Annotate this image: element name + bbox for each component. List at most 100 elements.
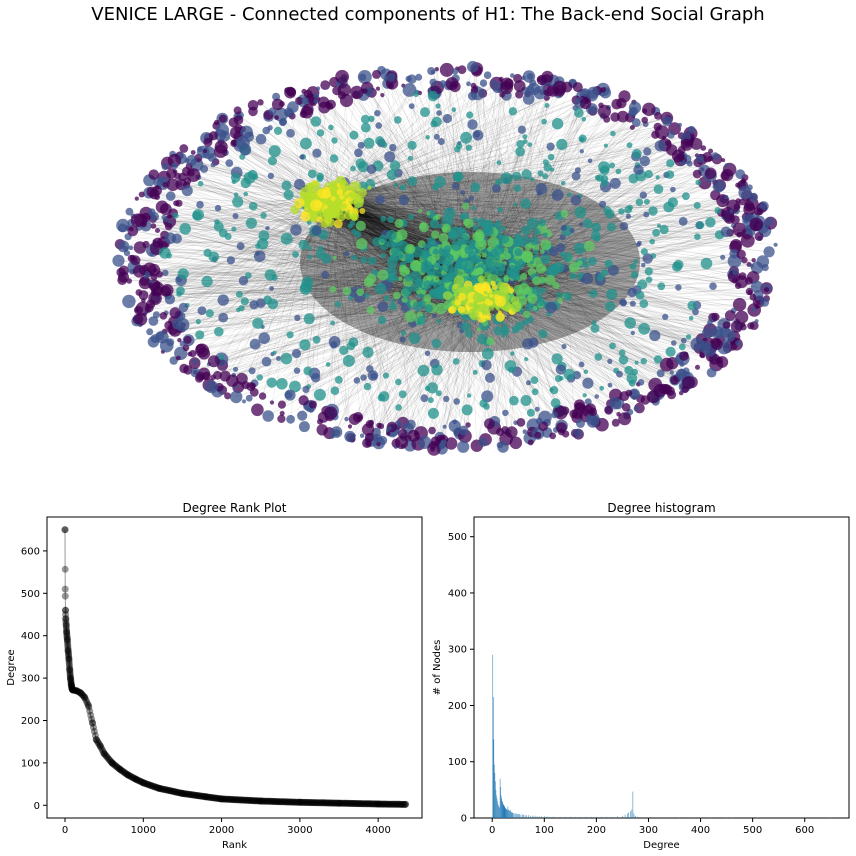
network-node [448, 419, 461, 433]
network-node [274, 115, 279, 120]
network-node [329, 434, 335, 439]
histogram-bar [830, 817, 832, 818]
network-node [273, 126, 283, 135]
network-node [233, 106, 242, 115]
network-node [625, 213, 632, 219]
histogram-bar [500, 787, 501, 818]
network-node [524, 357, 529, 362]
network-node [501, 426, 509, 434]
network-node [662, 313, 669, 320]
network-node [644, 267, 653, 276]
histogram-bar [509, 810, 510, 818]
network-node [522, 134, 528, 140]
network-node [503, 78, 514, 89]
network-node [640, 395, 650, 405]
network-node [763, 246, 775, 258]
network-node [279, 410, 285, 416]
network-node [267, 125, 273, 131]
network-node [258, 230, 270, 242]
network-node [533, 85, 547, 100]
network-node [348, 413, 361, 426]
network-node [186, 154, 198, 166]
histogram-bar [538, 816, 540, 818]
network-node [192, 358, 199, 365]
network-node [363, 382, 372, 391]
histogram-bar [679, 817, 681, 818]
network-node [692, 308, 699, 316]
network-node [399, 184, 407, 191]
network-node [347, 424, 353, 429]
network-node [490, 79, 496, 85]
network-node [251, 403, 264, 417]
histogram-frame [473, 516, 850, 819]
network-node [707, 319, 713, 326]
network-node [386, 72, 396, 82]
histogram-bar [648, 817, 649, 818]
network-node [579, 97, 592, 110]
network-node [132, 313, 144, 325]
network-node [335, 69, 349, 84]
network-node [316, 86, 321, 91]
histogram-bar [511, 812, 512, 818]
network-node [359, 433, 365, 438]
network-node [479, 79, 488, 87]
network-node [483, 71, 492, 79]
network-node [316, 424, 328, 436]
network-node [182, 344, 190, 352]
network-node [407, 155, 413, 161]
y-tick-label: 200 [21, 716, 40, 727]
network-node [362, 346, 374, 358]
network-node [542, 159, 549, 166]
histogram-bar [512, 812, 514, 818]
histogram-bar [628, 812, 629, 818]
histogram-bar [633, 813, 635, 818]
network-node [355, 158, 366, 169]
network-node [535, 417, 543, 425]
network-node [478, 437, 488, 447]
histogram-yticks: 0 100 200 300 400 500 [448, 532, 474, 825]
network-node [372, 69, 381, 79]
histogram-bar [505, 808, 507, 818]
y-tick-label: 0 [461, 814, 467, 825]
network-node [294, 314, 301, 322]
network-node [649, 238, 655, 245]
network-node [735, 169, 746, 180]
network-node [583, 369, 589, 375]
network-node [707, 323, 712, 328]
network-node [177, 338, 182, 343]
network-node [678, 343, 686, 351]
network-node [150, 212, 160, 222]
network-node [431, 338, 442, 349]
network-node [576, 419, 585, 428]
y-tick-label: 600 [21, 546, 40, 557]
network-node [339, 345, 349, 355]
network-node [387, 425, 392, 431]
network-node [300, 137, 312, 150]
network-node [558, 428, 565, 436]
network-node [591, 222, 602, 233]
histogram-bar [514, 813, 516, 818]
network-node [210, 162, 216, 168]
network-node [754, 305, 760, 310]
network-node [730, 215, 740, 225]
network-node [720, 254, 726, 260]
network-node [375, 86, 381, 91]
y-tick-label: 300 [21, 674, 40, 685]
histogram-xticks: 0 100 200 300 400 500 600 [489, 818, 814, 836]
network-node [377, 301, 389, 312]
network-node [457, 440, 470, 453]
network-node [407, 429, 420, 442]
network-node [537, 170, 544, 177]
network-node [428, 426, 436, 435]
network-node [171, 162, 178, 170]
x-tick-label: 200 [587, 825, 606, 836]
network-node [700, 145, 707, 151]
network-node [750, 280, 763, 293]
network-node [655, 175, 660, 180]
network-node [316, 172, 325, 181]
network-node [740, 233, 755, 248]
x-tick-label: 400 [691, 825, 710, 836]
network-node [186, 168, 201, 183]
network-node [749, 192, 759, 202]
histogram-bar [669, 817, 670, 818]
